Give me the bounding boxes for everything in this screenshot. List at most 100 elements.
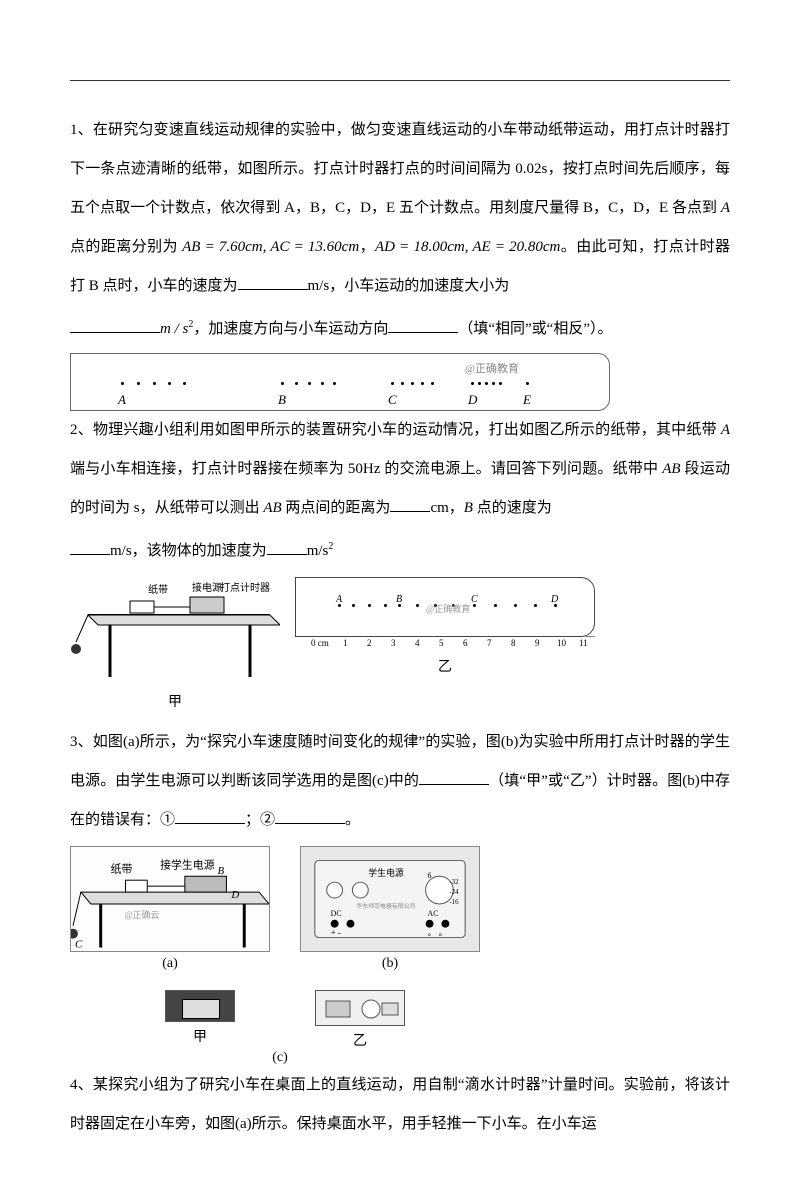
q3-app-yi: 乙: [310, 990, 410, 1046]
q1-blank1: [238, 275, 308, 290]
q1-eq1: AB = 7.60cm, AC = 13.60cm: [182, 239, 359, 255]
q2-fig-yi-box: A B C D @正确教育 0 cm 1 2 3 4 5: [290, 577, 600, 676]
q2-fig-jia: 纸带 接电源 打点计时器: [70, 577, 280, 687]
rn8: 8: [511, 638, 516, 648]
q2-A: A: [721, 422, 730, 438]
q1-label-B: B: [278, 392, 286, 408]
svg-text:纸带: 纸带: [148, 583, 168, 596]
q2-para: 2、物理兴趣小组利用如图甲所示的装置研究小车的运动情况，打出如图乙所示的纸带，其…: [70, 411, 730, 528]
rn1: 1: [343, 638, 348, 648]
q3-cap-c: (c): [272, 1050, 288, 1066]
svg-text:接电源: 接电源: [192, 581, 222, 594]
svg-text:接学生电源: 接学生电源: [160, 857, 214, 871]
svg-text:@正确云: @正确云: [124, 909, 159, 920]
q2-AB: AB: [662, 461, 680, 477]
q3-text-c: ；②: [245, 812, 275, 828]
page: 1、在研究匀变速直线运动规律的实验中，做匀变速直线运动的小车带动纸带运动，用打点…: [0, 0, 800, 1188]
q3-fig-a: 纸带 接学生电源 B D C @正确云: [70, 846, 270, 952]
q1-para: 1、在研究匀变速直线运动规律的实验中，做匀变速直线运动的小车带动纸带运动，用打点…: [70, 111, 730, 306]
q2-cap-yi: 乙: [438, 656, 452, 676]
q2-text-e: cm，: [430, 500, 463, 516]
q2-text-h: m/s: [307, 543, 329, 559]
rn6: 6: [463, 638, 468, 648]
q2-figures: 纸带 接电源 打点计时器 甲 A B C D @正确教育: [70, 577, 730, 711]
rn11: 11: [579, 638, 588, 648]
q1-label-A: A: [118, 392, 126, 408]
q1-num: 1、: [70, 122, 93, 138]
q3-box-b: 学生电源 6 -32 -24 -16 DC AC + - 。 。 华东师范电器有…: [300, 846, 480, 972]
q1-label-C: C: [388, 392, 397, 408]
rn10: 10: [557, 638, 566, 648]
q1-tape-figure: @正确教育 A B C D E: [70, 353, 610, 411]
q4-num: 4、: [70, 1077, 93, 1093]
q2-sup2: 2: [328, 541, 333, 552]
q1-label-D: D: [468, 392, 477, 408]
q2-text-g: m/s，该物体的加速度为: [110, 543, 267, 559]
q1-blank2: [70, 318, 160, 333]
q2-text-f: 点的速度为: [473, 500, 552, 516]
svg-text:DC: DC: [331, 909, 342, 918]
q3-app-jia: 甲: [150, 990, 250, 1046]
q2-B: B: [464, 500, 473, 516]
q2-cap-jia: 甲: [168, 691, 182, 711]
q1-text-a: 在研究匀变速直线运动规律的实验中，做匀变速直线运动的小车带动纸带运动，用打点计时…: [70, 122, 730, 216]
q2-para2: m/s，该物体的加速度为 m/s2: [70, 532, 730, 571]
q2-AB2: AB: [263, 500, 281, 516]
q3-cap-jia: 甲: [193, 1026, 207, 1046]
q1-unit1: m/s，小车运动的加速度大小为: [308, 278, 510, 294]
q1-eq2: AD = 18.00cm, AE = 20.80cm: [375, 239, 560, 255]
rn9: 9: [535, 638, 540, 648]
q2-blank2: [70, 540, 110, 555]
q2-text-d: 两点间的距离为: [282, 500, 391, 516]
q2-num: 2、: [70, 422, 93, 438]
svg-text:。 。: 。 。: [428, 928, 448, 938]
q3-blank3: [275, 809, 345, 824]
q2-text-b: 端与小车相连接，打点计时器接在频率为 50Hz 的交流电源上。请回答下列问题。纸…: [70, 461, 662, 477]
svg-text:学生电源: 学生电源: [368, 867, 404, 878]
q1-para2: m / s2，加速度方向与小车运动方向（填“相同”或“相反”）。: [70, 310, 730, 349]
q2-text-a: 物理兴趣小组利用如图甲所示的装置研究小车的运动情况，打出如图乙所示的纸带，其中纸…: [93, 422, 721, 438]
q1-blank3: [388, 318, 458, 333]
svg-text:C: C: [75, 939, 83, 951]
svg-text:-32: -32: [449, 879, 459, 886]
rn4: 4: [415, 638, 420, 648]
svg-text:AC: AC: [428, 909, 439, 918]
q3-figrow2: 甲 乙 (c): [70, 984, 490, 1066]
svg-text:+ -: + -: [331, 928, 341, 938]
q2-ruler: A B C D @正确教育: [295, 577, 595, 637]
svg-text:-16: -16: [449, 899, 459, 906]
q1-sep1: ，: [359, 239, 375, 255]
rn7: 7: [487, 638, 492, 648]
q1-label-E: E: [523, 392, 531, 408]
svg-text:打点计时器: 打点计时器: [220, 581, 270, 594]
q3-fig-b: 学生电源 6 -32 -24 -16 DC AC + - 。 。 华东师范电器有…: [300, 846, 480, 952]
q2-blank3: [267, 540, 307, 555]
q4-text-a: 某探究小组为了研究小车在桌面上的直线运动，用自制“滴水计时器”计量时间。实验前，…: [70, 1077, 730, 1132]
svg-text:D: D: [230, 889, 239, 901]
q3-num: 3、: [70, 734, 93, 750]
q3-blank2: [175, 809, 245, 824]
q1-unit2: m / s: [160, 321, 188, 337]
q2-blank1: [390, 497, 430, 512]
q2-fig-jia-box: 纸带 接电源 打点计时器 甲: [70, 577, 280, 711]
svg-text:纸带: 纸带: [111, 862, 133, 875]
q3-cap-a: (a): [162, 956, 178, 972]
q3-figrow1: 纸带 接学生电源 B D C @正确云 (a) 学生电源 6: [70, 846, 730, 972]
q1-text-e: （填“相同”或“相反”）。: [458, 321, 612, 337]
rn0: 0 cm: [311, 638, 329, 648]
rn3: 3: [391, 638, 396, 648]
svg-text:华东师范电器有限公司: 华东师范电器有限公司: [356, 902, 415, 910]
rn2: 2: [367, 638, 372, 648]
q3-text-d: 。: [345, 812, 360, 828]
q3-cap-b: (b): [382, 956, 398, 972]
q4-para: 4、某探究小组为了研究小车在桌面上的直线运动，用自制“滴水计时器”计量时间。实验…: [70, 1066, 730, 1144]
q3-blank1: [419, 770, 489, 785]
q1-text-b: 点的距离分别为: [70, 239, 182, 255]
q3-cap-yi: 乙: [353, 1030, 367, 1050]
q1-watermark: @正确教育: [465, 360, 519, 376]
q1-text-d: ，加速度方向与小车运动方向: [193, 321, 388, 337]
q2-wm: @正确教育: [426, 602, 470, 615]
svg-text:-24: -24: [449, 889, 459, 896]
rn5: 5: [439, 638, 444, 648]
q1-A: A: [721, 200, 730, 216]
